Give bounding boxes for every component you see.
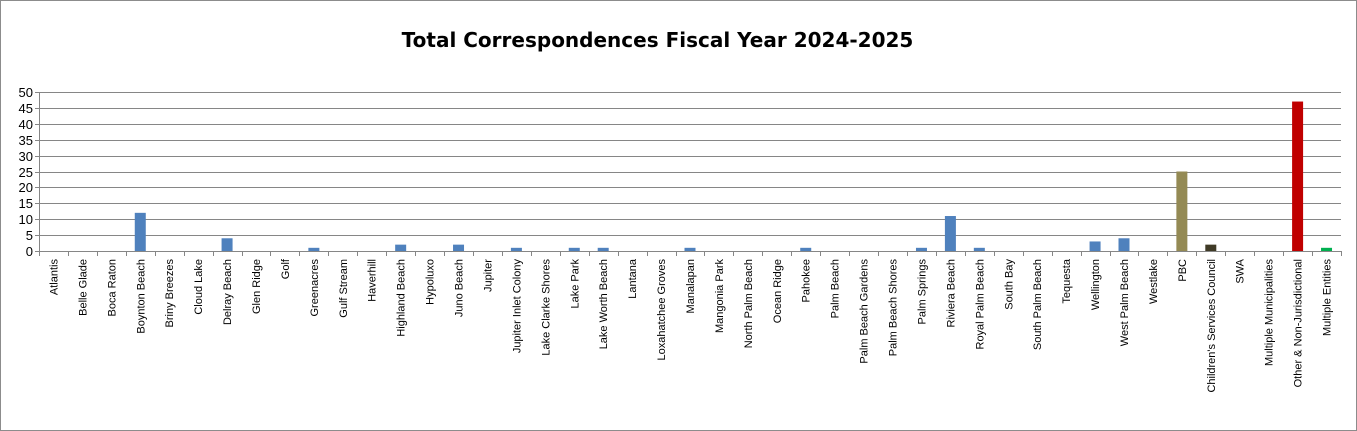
y-tick-label: 45 xyxy=(19,101,33,116)
x-category-label: Greenacres xyxy=(309,259,321,317)
y-tick-label: 10 xyxy=(19,212,33,227)
x-category-label: Glen Ridge xyxy=(251,259,263,314)
bar xyxy=(568,247,580,251)
x-category-label: Wellington xyxy=(1090,259,1102,310)
x-category-label: Westlake xyxy=(1148,259,1160,304)
x-category-label: Lake Park xyxy=(569,259,581,309)
bar xyxy=(1176,171,1188,251)
x-category-label: Manalapan xyxy=(685,259,697,313)
y-tick-label: 0 xyxy=(26,244,33,259)
bar xyxy=(944,216,956,251)
x-category-label: Gulf Stream xyxy=(338,259,350,318)
bar xyxy=(308,247,320,251)
bar xyxy=(800,247,812,251)
x-category-label: Palm Beach xyxy=(830,259,842,318)
x-category-label: Lake Worth Beach xyxy=(598,259,610,349)
y-tick-label: 50 xyxy=(19,85,33,100)
x-category-label: Highland Beach xyxy=(396,259,408,337)
x-category-label: Mangonia Park xyxy=(714,259,726,333)
x-category-label: North Palm Beach xyxy=(743,259,755,348)
x-category-label: SWA xyxy=(1235,258,1247,283)
x-category-label: Ocean Ridge xyxy=(772,259,784,323)
x-category-label: Boca Raton xyxy=(106,259,118,316)
x-category-label: Golf xyxy=(280,258,292,279)
x-category-label: Multiple Municipalities xyxy=(1264,259,1276,366)
bar xyxy=(915,247,927,251)
x-category-label: Palm Beach Gardens xyxy=(859,259,871,364)
x-category-label: Lantana xyxy=(627,258,639,299)
x-category-label: Multiple Entities xyxy=(1322,259,1334,337)
y-tick-label: 25 xyxy=(19,165,33,180)
bar xyxy=(1205,244,1217,251)
bar xyxy=(597,247,609,251)
x-category-label: Jupiter xyxy=(482,259,494,292)
y-tick-label: 30 xyxy=(19,149,33,164)
x-category-label: West Palm Beach xyxy=(1119,259,1131,346)
x-category-label: Belle Glade xyxy=(77,259,89,316)
x-category-label: Tequesta xyxy=(1061,258,1073,304)
x-category-label: Other & Non-Jurisdictional xyxy=(1293,259,1305,387)
bar xyxy=(453,244,465,251)
x-category-label: Cloud Lake xyxy=(193,259,205,315)
x-category-label: Loxahatchee Groves xyxy=(656,259,668,361)
bar xyxy=(684,247,696,251)
bar xyxy=(510,247,522,251)
x-category-label: Delray Beach xyxy=(222,259,234,325)
x-category-label: Riviera Beach xyxy=(945,259,957,327)
y-tick-label: 40 xyxy=(19,117,33,132)
bar xyxy=(134,212,146,251)
bar xyxy=(1321,247,1333,251)
x-category-label: Atlantis xyxy=(48,259,60,296)
x-category-label: Boynton Beach xyxy=(135,259,147,334)
y-tick-label: 5 xyxy=(26,228,33,243)
x-category-label: Palm Beach Shores xyxy=(888,258,900,356)
bar xyxy=(221,238,233,251)
y-tick-label: 35 xyxy=(19,133,33,148)
y-tick-label: 15 xyxy=(19,196,33,211)
x-category-label: South Bay xyxy=(1003,259,1015,310)
x-category-label: Juno Beach xyxy=(454,259,466,317)
bar xyxy=(1292,101,1304,251)
x-category-label: Briny Breezes xyxy=(164,259,176,328)
x-category-label: Haverhill xyxy=(367,259,379,302)
x-category-label: Hypoluxo xyxy=(425,259,437,305)
x-category-label: Palm Springs xyxy=(916,259,928,325)
x-category-label: Pahokee xyxy=(801,259,813,302)
x-category-label: PBC xyxy=(1177,259,1189,282)
bar xyxy=(395,244,407,251)
bar xyxy=(1089,241,1101,251)
x-category-label: Lake Clarke Shores xyxy=(540,259,552,356)
y-tick-label: 20 xyxy=(19,180,33,195)
chart-title: Total Correspondences Fiscal Year 2024-2… xyxy=(401,28,914,52)
x-category-label: South Palm Beach xyxy=(1032,259,1044,350)
bar xyxy=(1118,238,1130,251)
bar xyxy=(973,247,985,251)
x-category-label: Royal Palm Beach xyxy=(974,259,986,350)
x-category-label: Children's Services Council xyxy=(1206,259,1218,393)
x-category-label: Jupiter Inlet Colony xyxy=(511,259,523,354)
